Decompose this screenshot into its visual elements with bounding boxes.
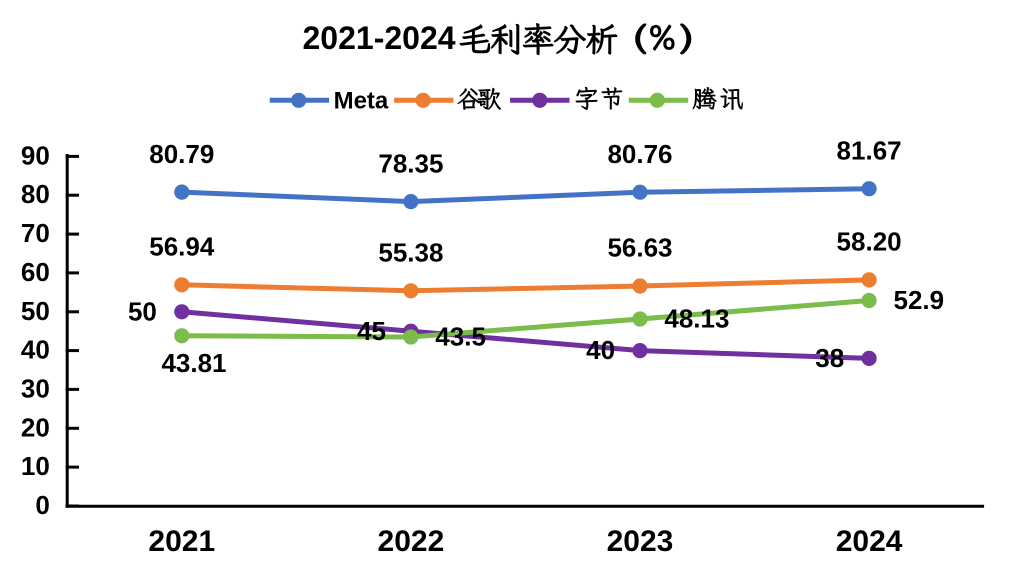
svg-text:2021-2024: 2021-2024 — [303, 20, 456, 56]
svg-text:2023: 2023 — [607, 525, 674, 558]
svg-text:2022: 2022 — [378, 525, 445, 558]
svg-text:48.13: 48.13 — [664, 304, 729, 334]
svg-text:20: 20 — [21, 412, 50, 442]
svg-text:45: 45 — [357, 316, 386, 346]
svg-text:70: 70 — [21, 218, 50, 248]
svg-text:Meta: Meta — [334, 88, 389, 115]
svg-text:30: 30 — [21, 373, 50, 403]
svg-text:90: 90 — [21, 140, 50, 170]
svg-text:78.35: 78.35 — [378, 148, 443, 178]
svg-text:2024: 2024 — [836, 525, 903, 558]
svg-text:38: 38 — [815, 343, 844, 373]
svg-text:40: 40 — [21, 335, 50, 365]
svg-text:80: 80 — [21, 179, 50, 209]
svg-text:56.94: 56.94 — [149, 232, 215, 262]
svg-text:43.5: 43.5 — [435, 322, 486, 352]
svg-text:10: 10 — [21, 451, 50, 481]
svg-text:52.9: 52.9 — [894, 285, 945, 315]
svg-text:55.38: 55.38 — [378, 238, 443, 268]
svg-text:81.67: 81.67 — [837, 135, 902, 165]
svg-text:0: 0 — [35, 490, 49, 520]
svg-text:80.76: 80.76 — [607, 139, 672, 169]
svg-text:60: 60 — [21, 257, 50, 287]
svg-text:56.63: 56.63 — [607, 233, 672, 263]
svg-text:50: 50 — [128, 296, 157, 326]
svg-text:50: 50 — [21, 296, 50, 326]
svg-text:43.81: 43.81 — [161, 348, 226, 378]
svg-text:80.79: 80.79 — [149, 139, 214, 169]
svg-text:2021: 2021 — [148, 525, 215, 558]
svg-text:40: 40 — [586, 335, 615, 365]
svg-text:58.20: 58.20 — [837, 227, 902, 257]
